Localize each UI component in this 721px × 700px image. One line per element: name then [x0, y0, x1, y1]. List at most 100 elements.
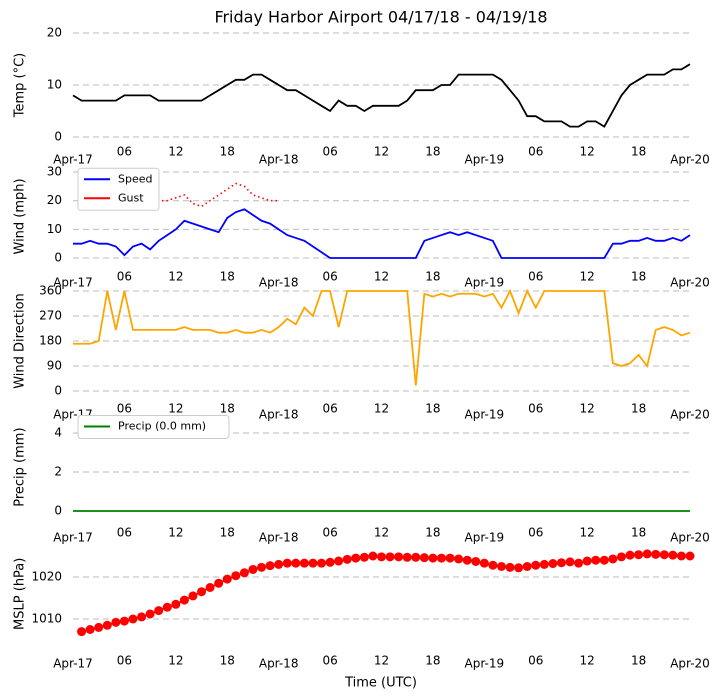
x-tick-label: 06: [117, 270, 132, 284]
data-point: [582, 556, 592, 566]
x-tick-label: 06: [117, 526, 132, 540]
data-point: [634, 550, 644, 560]
x-tick-label: 18: [220, 145, 235, 159]
chart-title: Friday Harbor Airport 04/17/18 - 04/19/1…: [214, 8, 547, 27]
data-point: [471, 556, 481, 566]
data-point: [454, 554, 464, 564]
data-point: [659, 550, 669, 560]
data-point: [531, 560, 541, 570]
legend-label: Speed: [118, 172, 152, 185]
x-tick-label: 18: [220, 270, 235, 284]
y-axis-label: Precip (mm): [13, 427, 28, 506]
data-point: [625, 550, 635, 560]
data-point: [77, 627, 87, 637]
y-axis-label: Wind Direction: [13, 293, 28, 389]
x-tick-label: 18: [631, 654, 646, 668]
x-tick-label: 12: [580, 145, 595, 159]
x-tick-label: 12: [168, 145, 183, 159]
data-point: [317, 558, 327, 568]
data-point: [265, 561, 275, 571]
x-tick-label: 06: [528, 145, 543, 159]
data-point: [85, 625, 95, 634]
x-tick-label: Apr-19: [465, 276, 505, 290]
data-point: [137, 612, 147, 622]
y-tick-label: 20: [47, 26, 62, 40]
y-tick-label: 1010: [31, 612, 62, 626]
data-point: [342, 554, 352, 564]
x-tick-label: Apr-17: [53, 153, 93, 167]
data-point: [479, 558, 489, 568]
data-point: [154, 606, 164, 616]
data-point: [419, 553, 429, 563]
data-point: [668, 550, 678, 560]
x-tick-label: 06: [322, 402, 337, 416]
data-point: [599, 555, 609, 565]
data-point: [162, 602, 172, 612]
series-line: [149, 182, 279, 208]
x-tick-label: Apr-18: [259, 153, 299, 167]
x-tick-label: 06: [528, 402, 543, 416]
x-tick-label: 12: [580, 654, 595, 668]
x-tick-label: 06: [322, 145, 337, 159]
data-point: [171, 599, 181, 609]
y-tick-label: 0: [54, 130, 62, 144]
data-point: [651, 549, 661, 559]
y-tick-label: 0: [54, 384, 62, 398]
data-point: [368, 551, 378, 561]
x-tick-label: 06: [117, 654, 132, 668]
x-tick-label: 06: [528, 654, 543, 668]
data-point: [248, 564, 258, 574]
x-tick-label: 06: [528, 270, 543, 284]
x-tick-label: 12: [580, 526, 595, 540]
y-axis-label: MSLP (hPa): [13, 558, 28, 630]
x-tick-label: 18: [220, 402, 235, 416]
legend-label: Gust: [118, 191, 144, 204]
x-axis-label: Time (UTC): [344, 676, 417, 691]
x-tick-label: 18: [631, 145, 646, 159]
y-tick-label: 270: [39, 309, 62, 323]
x-tick-label: 12: [374, 654, 389, 668]
data-point: [291, 558, 301, 568]
y-tick-label: 2: [54, 465, 62, 479]
data-point: [548, 559, 558, 569]
data-point: [325, 557, 335, 567]
data-point: [111, 617, 121, 627]
data-point: [94, 622, 104, 632]
x-tick-label: Apr-19: [465, 408, 505, 422]
data-point: [445, 553, 455, 563]
y-tick-label: 180: [39, 334, 62, 348]
data-point: [608, 554, 618, 564]
y-tick-label: 0: [54, 251, 62, 265]
series-line: [73, 208, 691, 259]
data-point: [377, 552, 386, 562]
data-point: [522, 562, 532, 571]
series-line: [73, 288, 691, 386]
x-tick-label: 06: [322, 270, 337, 284]
data-point: [394, 552, 404, 562]
data-point: [197, 587, 207, 597]
data-point: [385, 552, 395, 562]
data-point: [505, 562, 515, 572]
x-tick-label: 12: [168, 270, 183, 284]
x-tick-label: Apr-19: [465, 657, 505, 671]
x-tick-label: Apr-20: [670, 531, 710, 545]
data-point: [239, 568, 249, 578]
data-point: [308, 558, 318, 568]
y-axis-label: Temp (°C): [13, 53, 28, 119]
x-tick-label: 12: [374, 270, 389, 284]
x-tick-label: 18: [425, 402, 440, 416]
data-point: [299, 558, 309, 568]
x-tick-label: Apr-19: [465, 531, 505, 545]
data-point: [496, 562, 506, 571]
data-point: [214, 578, 224, 588]
data-point: [565, 557, 575, 567]
data-point: [514, 563, 524, 573]
data-point: [616, 552, 626, 562]
x-tick-label: 06: [322, 526, 337, 540]
data-point: [411, 552, 421, 562]
data-point: [119, 616, 129, 626]
series-line: [72, 63, 691, 128]
x-tick-label: 12: [580, 270, 595, 284]
x-tick-label: Apr-17: [53, 657, 93, 671]
